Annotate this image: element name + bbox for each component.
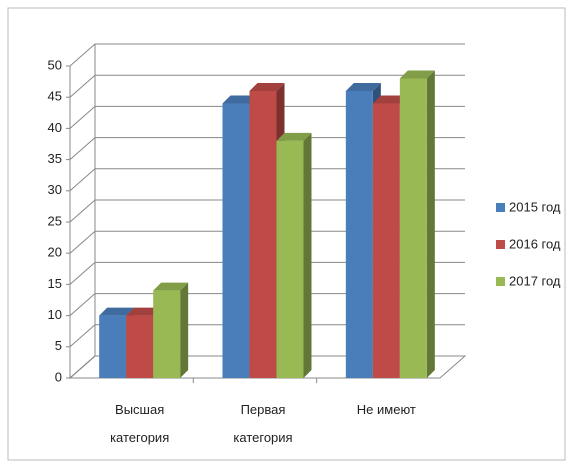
bar-side <box>180 282 189 378</box>
bar-side <box>303 132 312 378</box>
bar-side <box>426 70 435 378</box>
bar <box>399 78 427 378</box>
bar-top <box>399 70 435 79</box>
grid-line <box>69 43 465 67</box>
legend-label: 2017 год <box>509 273 561 288</box>
bar <box>126 315 154 378</box>
y-tick-label: 30 <box>48 182 62 197</box>
y-tick-label: 40 <box>48 120 62 135</box>
bar <box>249 90 277 379</box>
bar-top <box>126 307 162 316</box>
bar <box>222 103 250 378</box>
grid-line <box>69 168 465 192</box>
y-tick-label: 50 <box>48 57 62 72</box>
legend-label: 2015 год <box>509 199 561 214</box>
y-tick-label: 15 <box>48 276 62 291</box>
grid-line <box>69 324 465 348</box>
bar <box>99 315 127 378</box>
grid-line <box>69 199 465 223</box>
y-tick-label: 25 <box>48 213 62 228</box>
x-tick-label: Не имеют <box>356 402 416 417</box>
bar <box>276 140 304 378</box>
grid-line <box>69 74 465 98</box>
bar-top <box>222 95 258 104</box>
bar-top <box>276 132 312 141</box>
bar-top <box>345 82 381 91</box>
legend-swatch <box>496 277 505 286</box>
bar <box>345 90 373 379</box>
legend-label: 2016 год <box>509 236 561 251</box>
bar <box>372 103 400 378</box>
x-tick-label: Высшая категория <box>110 402 170 445</box>
legend-swatch <box>496 203 505 212</box>
grid-line <box>69 137 465 160</box>
grid-line <box>69 261 465 285</box>
grid-line <box>69 293 465 316</box>
bar-top <box>99 307 135 316</box>
bar <box>153 290 181 378</box>
y-tick-label: 45 <box>48 89 62 104</box>
y-tick-label: 5 <box>55 338 62 353</box>
y-tick-label: 20 <box>48 245 62 260</box>
grid-line <box>69 105 465 129</box>
grid-line <box>69 355 465 379</box>
y-tick-label: 10 <box>48 307 62 322</box>
grid-line <box>69 230 465 254</box>
bar-top <box>153 282 189 291</box>
bar-top <box>372 95 408 104</box>
y-tick-label: 35 <box>48 151 62 166</box>
bar-top <box>249 82 285 91</box>
legend-swatch <box>496 240 505 249</box>
x-tick-label: Первая категория <box>233 402 293 445</box>
y-tick-label: 0 <box>55 369 62 384</box>
